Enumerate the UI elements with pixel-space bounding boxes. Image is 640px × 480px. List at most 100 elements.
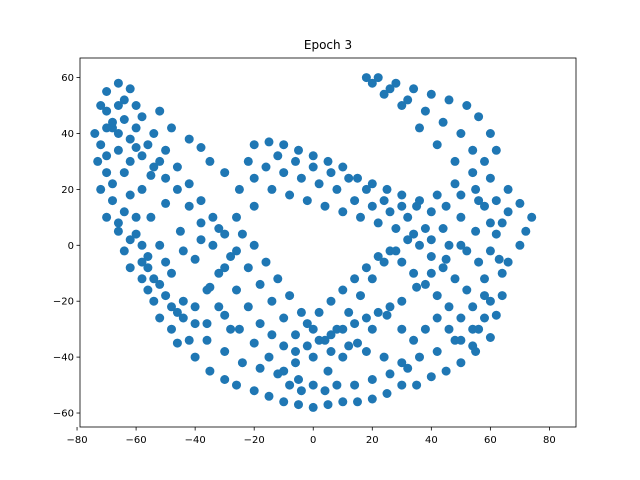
y-tick-label: 40 bbox=[61, 129, 74, 140]
chart-title: Epoch 3 bbox=[304, 38, 352, 52]
data-point bbox=[125, 263, 135, 273]
data-point bbox=[267, 184, 277, 194]
data-point bbox=[350, 274, 360, 284]
data-point bbox=[485, 296, 495, 306]
data-point bbox=[190, 302, 200, 312]
data-point bbox=[249, 240, 259, 250]
data-point bbox=[205, 366, 215, 376]
data-point bbox=[403, 212, 413, 222]
data-point bbox=[96, 140, 106, 150]
data-point bbox=[326, 347, 336, 356]
data-point bbox=[462, 285, 472, 295]
data-point bbox=[131, 229, 141, 239]
data-point bbox=[102, 168, 112, 178]
data-point bbox=[279, 313, 289, 323]
data-point bbox=[491, 310, 501, 320]
data-point bbox=[167, 302, 176, 312]
data-point bbox=[314, 307, 324, 317]
data-point bbox=[367, 78, 377, 88]
data-point bbox=[137, 240, 147, 250]
data-point bbox=[444, 302, 454, 312]
data-point bbox=[119, 95, 129, 105]
data-point bbox=[302, 196, 312, 206]
x-tick-label: 40 bbox=[425, 435, 438, 446]
data-point bbox=[184, 335, 194, 345]
data-point bbox=[338, 324, 348, 334]
data-point bbox=[96, 101, 106, 110]
data-point bbox=[255, 279, 265, 289]
data-point bbox=[314, 335, 324, 345]
data-point bbox=[379, 352, 389, 362]
data-point bbox=[420, 106, 430, 116]
data-point bbox=[149, 129, 159, 138]
data-point bbox=[515, 240, 525, 250]
data-point bbox=[302, 319, 312, 329]
x-tick-label: −20 bbox=[244, 435, 265, 446]
data-point bbox=[403, 235, 413, 245]
data-point bbox=[155, 313, 165, 323]
data-point bbox=[291, 156, 300, 166]
data-point bbox=[161, 145, 171, 155]
data-point bbox=[426, 235, 436, 245]
data-point bbox=[367, 274, 377, 284]
data-point bbox=[214, 302, 224, 312]
data-point bbox=[196, 218, 206, 228]
data-point bbox=[184, 201, 194, 211]
x-tick-label: 0 bbox=[310, 435, 316, 446]
data-point bbox=[361, 347, 371, 356]
data-point bbox=[432, 347, 442, 356]
data-point bbox=[125, 84, 135, 94]
data-point bbox=[397, 190, 407, 200]
data-point bbox=[294, 375, 303, 384]
data-point bbox=[143, 263, 153, 273]
y-tick-label: −40 bbox=[53, 353, 74, 364]
data-point bbox=[420, 324, 430, 334]
data-point bbox=[196, 196, 206, 206]
data-point bbox=[367, 201, 377, 211]
data-point bbox=[131, 143, 141, 152]
data-point bbox=[108, 117, 117, 127]
data-point bbox=[391, 78, 401, 88]
data-point bbox=[420, 279, 430, 289]
points-layer bbox=[90, 73, 537, 412]
data-point bbox=[178, 313, 188, 323]
data-point bbox=[146, 212, 156, 222]
x-axis: −80 −60 −40 −20 0 20 40 60 80 bbox=[66, 427, 556, 446]
data-point bbox=[350, 319, 360, 329]
data-point bbox=[485, 173, 495, 183]
data-point bbox=[415, 352, 424, 362]
data-point bbox=[350, 196, 360, 206]
data-point bbox=[468, 302, 478, 312]
data-point bbox=[249, 386, 259, 396]
data-point bbox=[178, 246, 188, 256]
data-point bbox=[149, 162, 159, 172]
data-point bbox=[338, 207, 348, 217]
data-point bbox=[456, 240, 466, 250]
data-point bbox=[232, 285, 241, 295]
data-point bbox=[441, 254, 451, 264]
x-tick-label: −60 bbox=[126, 435, 147, 446]
data-point bbox=[285, 380, 295, 390]
data-point bbox=[267, 330, 277, 340]
data-point bbox=[243, 263, 253, 273]
data-point bbox=[338, 285, 348, 295]
data-point bbox=[261, 257, 271, 267]
data-point bbox=[474, 196, 484, 206]
data-point bbox=[308, 352, 318, 362]
data-point bbox=[426, 252, 436, 261]
data-point bbox=[491, 229, 501, 239]
data-point bbox=[102, 106, 112, 116]
data-point bbox=[356, 212, 365, 222]
data-point bbox=[412, 380, 422, 390]
data-point bbox=[102, 123, 112, 133]
data-point bbox=[196, 235, 206, 245]
data-point bbox=[497, 218, 507, 228]
data-point bbox=[137, 184, 147, 194]
data-point bbox=[143, 252, 153, 261]
data-point bbox=[90, 129, 100, 138]
data-point bbox=[462, 101, 472, 110]
data-point bbox=[474, 257, 484, 267]
x-tick-label: 20 bbox=[366, 435, 379, 446]
data-point bbox=[361, 184, 371, 194]
data-point bbox=[450, 274, 460, 284]
